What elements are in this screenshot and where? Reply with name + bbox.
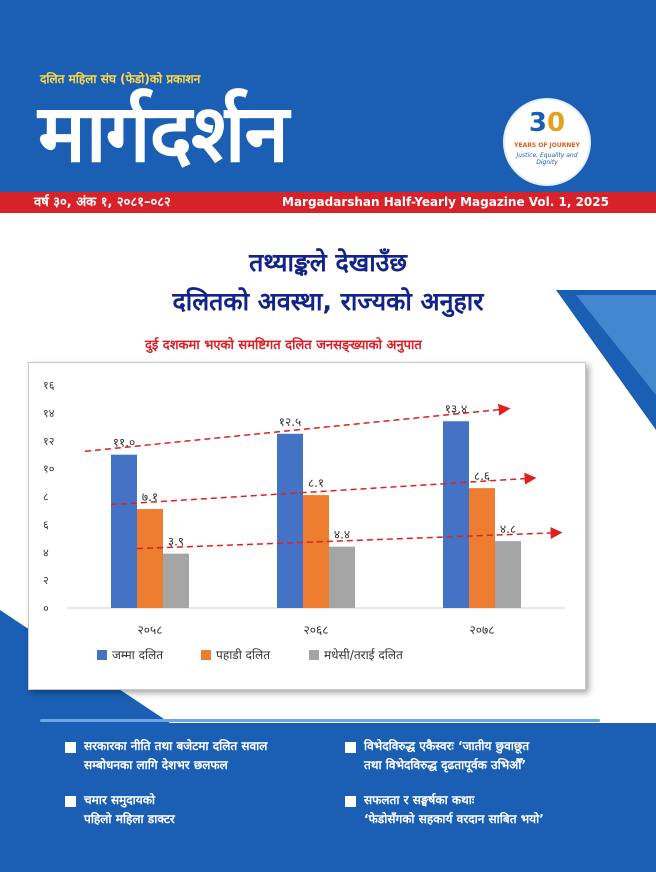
bar-2-0 (163, 553, 189, 608)
content-item-2[interactable]: विभेदविरुद्ध एकैस्वरः ‘जातीय छुवाछूत तथा… (364, 737, 529, 775)
bar-0-1 (277, 433, 303, 608)
bullet-square (65, 742, 76, 753)
data-label: ८.१ (308, 476, 324, 490)
bar-0-0 (111, 454, 137, 608)
badge-line-2: Justice, Equality and Dignity (516, 152, 578, 166)
badge-line-1: YEARS OF JOURNEY (514, 142, 580, 149)
y-tick-label: १२ (43, 435, 54, 448)
content-item-2-line2: तथा विभेदविरुद्ध दृढतापूर्वक उभिऔँ’ (364, 758, 527, 772)
data-label: ७.१ (142, 490, 158, 504)
y-tick-label: ६ (43, 518, 49, 531)
bar-0-2 (443, 421, 469, 608)
x-tick-label: २०७८ (470, 623, 495, 637)
bar-1-1 (303, 495, 329, 608)
issue-info: वर्ष ३०, अंक १, २०८१–०८२ (34, 195, 171, 210)
chart-title: दुई दशकमा भएको समष्टिगत दलित जनसङ्ख्याको… (145, 338, 422, 353)
y-tick-label: ४ (43, 546, 49, 559)
content-item-3-line1: चमार समुदायको (84, 793, 156, 807)
content-item-4-line2: ‘फेडोसँगको सहकार्य वरदान साबित भयो’ (364, 812, 544, 826)
trend-arrow-1 (110, 472, 537, 506)
data-label: १२.५ (279, 415, 302, 429)
data-label: ४.४ (334, 528, 350, 542)
anniversary-badge: 30 YEARS OF JOURNEY Justice, Equality an… (503, 98, 591, 186)
y-tick-label: १४ (43, 407, 55, 420)
bullet-square (65, 796, 76, 807)
badge-number-accent: 0 (547, 108, 566, 138)
bullet-square (345, 742, 356, 753)
data-label: ४.८ (500, 522, 516, 536)
content-item-1-line2: सम्बोधनका लागि देशभर छलफल (84, 758, 228, 772)
bar-1-2 (469, 488, 495, 608)
chart-container: ० २ ४ ६ ८ १० १२ १४ १६ ११.० १२.५ १३.४ ७.१ ८.१ ८.६ ३.९ ४.४… (28, 362, 586, 690)
legend-label-0: जम्मा दलित (112, 648, 164, 662)
content-item-1-line1: सरकारका नीति तथा बजेटमा दलित सवाल (84, 739, 268, 753)
section-divider (40, 719, 600, 722)
badge-number-main: 3 (528, 108, 547, 138)
issue-bar (0, 192, 656, 213)
content-item-3[interactable]: चमार समुदायको पहिलो महिला डाक्टर (84, 791, 175, 829)
x-tick-label: २०६८ (304, 623, 329, 637)
content-item-2-line1: विभेदविरुद्ध एकैस्वरः ‘जातीय छुवाछूत (364, 739, 530, 753)
data-label: ३.९ (168, 535, 184, 549)
content-item-3-line2: पहिलो महिला डाक्टर (84, 812, 175, 826)
decor-triangle-right-light (576, 295, 656, 395)
legend-swatch-2 (309, 650, 319, 660)
trend-arrow-0 (84, 403, 511, 453)
content-item-4-line1: सफलता र सङ्घर्षका कथाः (364, 793, 475, 807)
bar-2-2 (495, 541, 521, 608)
y-tick-label: १० (43, 463, 55, 476)
badge-number: 30 (505, 108, 589, 138)
bar-2-1 (329, 546, 355, 608)
publisher-line: दलित महिला संघ (फेडो)को प्रकाशन (40, 72, 201, 86)
bullet-square (345, 796, 356, 807)
data-label: ८.६ (474, 469, 490, 483)
data-label: १३.४ (445, 402, 468, 416)
legend-label-2: मधेसी/तराई दलित (324, 648, 404, 662)
y-tick-label: ० (43, 602, 49, 615)
bar-1-0 (137, 509, 163, 608)
legend-swatch-1 (201, 650, 211, 660)
y-tick-label: ८ (43, 491, 49, 504)
content-item-1[interactable]: सरकारका नीति तथा बजेटमा दलित सवाल सम्बोध… (84, 737, 267, 775)
masthead-title: मार्गदर्शन (38, 87, 289, 180)
legend-swatch-0 (97, 650, 107, 660)
y-tick-label: १६ (43, 379, 55, 392)
headline-line-2: दलितको अवस्था, राज्यको अनुहार (172, 287, 484, 316)
headline-line-1: तथ्याङ्कले देखाउँछ (249, 248, 407, 277)
x-tick-label: २०५८ (138, 623, 163, 637)
content-item-4[interactable]: सफलता र सङ्घर्षका कथाः ‘फेडोसँगको सहकार्… (364, 791, 544, 829)
y-tick-label: २ (43, 574, 49, 587)
trend-arrow-2 (136, 527, 563, 550)
legend-label-1: पहाडी दलित (216, 648, 271, 662)
magazine-name: Margadarshan Half-Yearly Magazine Vol. 1… (282, 195, 609, 209)
